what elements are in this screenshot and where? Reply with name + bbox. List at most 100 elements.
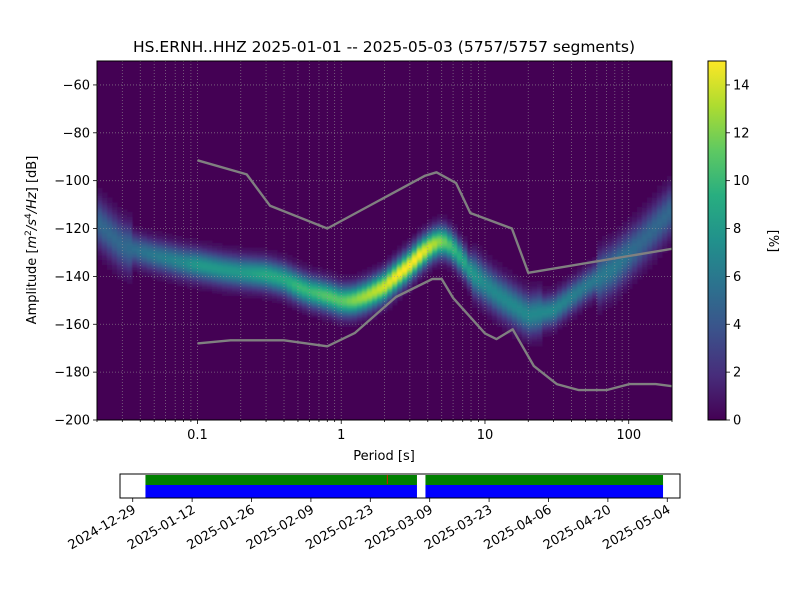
heatmap-cell (227, 259, 233, 263)
heatmap-cell (477, 307, 483, 311)
heatmap-cell (642, 247, 648, 251)
heatmap-cell (632, 214, 638, 218)
heatmap-cell (507, 324, 513, 328)
heatmap-cell (397, 252, 403, 256)
heatmap-cell (527, 338, 533, 342)
heatmap-cell (432, 240, 438, 244)
heatmap-cell (127, 278, 133, 282)
heatmap-cell (517, 295, 523, 299)
heatmap-cell (577, 276, 583, 280)
heatmap-cell (262, 285, 268, 289)
heatmap-cell (597, 252, 603, 256)
heatmap-cell (617, 283, 623, 287)
heatmap-cell (607, 245, 613, 249)
heatmap-cell (637, 230, 643, 234)
heatmap-cell (457, 247, 463, 251)
heatmap-cell (167, 266, 173, 270)
heatmap-cell (122, 257, 128, 261)
heatmap-cell (467, 247, 473, 251)
heatmap-cell (232, 281, 238, 285)
heatmap-cell (377, 269, 383, 273)
chart-title: HS.ERNH..HHZ 2025-01-01 -- 2025-05-03 (5… (133, 38, 635, 56)
heatmap-cell (512, 281, 518, 285)
heatmap-cell (507, 293, 513, 297)
heatmap-cell (517, 305, 523, 309)
heatmap-cell (477, 264, 483, 268)
heatmap-cell (382, 297, 388, 301)
heatmap-cell (632, 266, 638, 270)
heatmap-cell (112, 271, 118, 275)
heatmap-cell (457, 257, 463, 261)
heatmap-cell (422, 254, 428, 258)
heatmap-cell (252, 271, 258, 275)
heatmap-cell (402, 276, 408, 280)
x-axis-ticks: 0.1 1 10 100 (96, 420, 673, 443)
heatmap-cell (542, 312, 548, 316)
heatmap-cell (597, 290, 603, 294)
heatmap-cell (312, 312, 318, 316)
heatmap-cell (627, 262, 633, 266)
heatmap-cell (262, 259, 268, 263)
heatmap-cell (607, 271, 613, 275)
heatmap-cell (622, 230, 628, 234)
heatmap-cell (162, 233, 168, 237)
heatmap-cell (527, 317, 533, 321)
heatmap-cell (352, 319, 358, 323)
heatmap-cell (292, 283, 298, 287)
heatmap-cell (287, 276, 293, 280)
heatmap-cell (512, 319, 518, 323)
heatmap-cell (97, 187, 103, 191)
heatmap-cell (507, 288, 513, 292)
ppsd-used-bar (145, 475, 417, 485)
heatmap-cell (522, 333, 528, 337)
heatmap-cell (602, 240, 608, 244)
heatmap-cell (187, 278, 193, 282)
heatmap-cell (537, 312, 543, 316)
heatmap-cell (527, 288, 533, 292)
heatmap-cell (222, 288, 228, 292)
heatmap-cell (557, 295, 563, 299)
heatmap-cell (227, 269, 233, 273)
heatmap-cell (222, 269, 228, 273)
heatmap-cell (667, 233, 672, 237)
heatmap-cell (552, 321, 558, 325)
heatmap-cell (387, 254, 393, 258)
heatmap-cell (182, 250, 188, 254)
heatmap-cell (527, 312, 533, 316)
heatmap-cell (127, 266, 133, 270)
heatmap-cell (662, 216, 668, 220)
heatmap-cell (577, 278, 583, 282)
heatmap-cell (482, 309, 488, 313)
heatmap-cell (552, 290, 558, 294)
heatmap-cell (312, 314, 318, 318)
heatmap-cell (337, 302, 343, 306)
heatmap-cell (627, 223, 633, 227)
heatmap-cell (357, 309, 363, 313)
heatmap-cell (617, 240, 623, 244)
heatmap-cell (512, 321, 518, 325)
heatmap-cell (362, 283, 368, 287)
heatmap-cell (422, 252, 428, 256)
heatmap-cell (442, 252, 448, 256)
heatmap-cell (532, 312, 538, 316)
heatmap-cell (137, 233, 143, 237)
heatmap-cell (462, 276, 468, 280)
heatmap-cell (257, 257, 263, 261)
heatmap-cell (517, 281, 523, 285)
heatmap-cell (172, 252, 178, 256)
heatmap-cell (587, 295, 593, 299)
heatmap-cell (647, 202, 653, 206)
heatmap-cell (347, 302, 353, 306)
heatmap-cell (502, 329, 508, 333)
heatmap-cell (382, 309, 388, 313)
heatmap-cell (342, 300, 348, 304)
heatmap-cell (422, 247, 428, 251)
heatmap-cell (477, 290, 483, 294)
heatmap-cell (342, 317, 348, 321)
heatmap-cell (647, 245, 653, 249)
heatmap-cell (437, 242, 443, 246)
heatmap-cell (362, 285, 368, 289)
heatmap-cell (512, 302, 518, 306)
heatmap-cell (472, 257, 478, 261)
heatmap-cell (177, 235, 183, 239)
